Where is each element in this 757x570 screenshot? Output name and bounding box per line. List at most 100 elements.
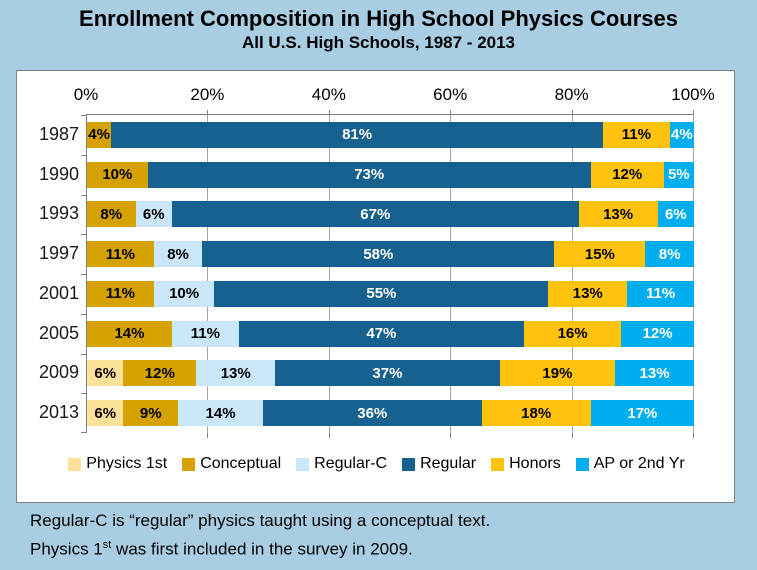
y-axis-category-label: 1990 xyxy=(38,163,79,184)
axis-tick xyxy=(81,354,87,355)
gridline xyxy=(207,115,209,433)
bar-segment: 6% xyxy=(87,360,124,387)
bar-segment-label: 11% xyxy=(105,285,135,303)
bar-segment: 11% xyxy=(87,241,154,268)
bar-segment: 6% xyxy=(657,201,694,228)
bar-segment: 58% xyxy=(202,241,555,268)
bar-segment-label: 10% xyxy=(169,285,200,303)
plot-area: 4% 81% 11% 4% 10% 73% 12% 5% 8% 6% 67% 13% 6% 11% 8% 58… xyxy=(81,110,694,438)
x-axis-tick-label: 80% xyxy=(554,85,589,104)
bar-segment: 16% xyxy=(524,320,622,347)
bar-segment: 4% xyxy=(87,121,112,148)
bar-segment: 37% xyxy=(275,360,500,387)
axis-tick xyxy=(207,110,209,115)
axis-tick xyxy=(81,314,87,315)
bar-segment-label: 58% xyxy=(363,245,394,263)
bar-segment: 12% xyxy=(621,320,694,347)
footnote-line-2: Physics 1st was first included in the su… xyxy=(30,539,413,559)
bar-segment: 4% xyxy=(669,121,694,148)
bar-row: 4% 81% 11% 4% xyxy=(87,121,694,148)
bar-segment-label: 13% xyxy=(603,205,634,223)
bar-segment: 12% xyxy=(590,161,664,188)
axis-tick xyxy=(81,195,87,196)
bar-segment: 9% xyxy=(123,400,179,427)
gridline xyxy=(328,115,330,433)
axis-tick xyxy=(328,110,330,115)
axis-tick xyxy=(81,234,87,235)
bar-segment: 18% xyxy=(481,400,591,427)
bar-row: 10% 73% 12% 5% xyxy=(87,161,694,188)
bar-segment-label: 11% xyxy=(105,245,135,263)
bar-segment-label: 6% xyxy=(664,205,687,223)
bar-segment-label: 13% xyxy=(639,364,670,382)
bar-segment: 8% xyxy=(645,241,694,268)
axis-tick xyxy=(81,393,87,394)
legend-label: Honors xyxy=(509,455,561,472)
bar-segment-label: 12% xyxy=(144,364,175,382)
bar-segment-label: 12% xyxy=(612,166,643,184)
legend-item: Regular xyxy=(402,455,476,473)
bar-segment-label: 37% xyxy=(372,364,403,382)
bar-segment-label: 81% xyxy=(342,126,373,144)
legend-swatch xyxy=(491,457,505,471)
x-axis-tick-label: 20% xyxy=(190,85,225,104)
bar-segment: 10% xyxy=(87,161,148,188)
bar-segment: 13% xyxy=(548,280,628,307)
axis-tick xyxy=(571,433,573,438)
chart-title: Enrollment Composition in High School Ph… xyxy=(79,6,678,31)
legend-label: Conceptual xyxy=(200,455,282,472)
axis-tick xyxy=(207,433,209,438)
bar-segment-label: 16% xyxy=(557,325,588,343)
bar-segment: 81% xyxy=(111,121,603,148)
bar-segment-label: 6% xyxy=(94,364,117,382)
bar-segment: 14% xyxy=(87,320,172,347)
gridline xyxy=(693,115,694,433)
axis-tick xyxy=(81,274,87,275)
bar-segment: 8% xyxy=(153,241,203,268)
bar-segment-label: 55% xyxy=(366,285,397,303)
axis-tick xyxy=(81,155,87,156)
bar-segment-label: 36% xyxy=(357,404,388,422)
gridline xyxy=(450,115,452,433)
bar-row: 11% 8% 58% 15% 8% xyxy=(87,241,694,268)
axis-tick xyxy=(81,432,87,433)
bar-segment-label: 12% xyxy=(642,325,673,343)
bar-segment: 10% xyxy=(153,280,215,307)
legend-item: Physics 1st xyxy=(68,455,167,473)
bar-segment: 11% xyxy=(87,280,154,307)
legend-swatch xyxy=(296,457,310,471)
legend-swatch xyxy=(68,457,82,471)
gridline xyxy=(571,115,573,433)
bar-row: 6% 12% 13% 37% 19% 13% xyxy=(87,360,694,387)
bar-row: 14% 11% 47% 16% 12% xyxy=(87,320,694,347)
bar-row: 11% 10% 55% 13% 11% xyxy=(87,280,694,307)
bar-segment-label: 67% xyxy=(360,205,391,223)
bar-segment: 14% xyxy=(178,400,264,427)
legend-label: Regular-C xyxy=(314,455,388,472)
bar-segment-label: 4% xyxy=(671,126,693,144)
axis-tick xyxy=(328,433,330,438)
chart-subtitle: All U.S. High Schools, 1987 - 2013 xyxy=(241,33,516,52)
y-axis-category-label: 2009 xyxy=(38,362,79,383)
bar-row: 6% 9% 14% 36% 18% 17% xyxy=(87,400,694,427)
legend-label: Regular xyxy=(420,455,477,472)
legend-label: AP or 2nd Yr xyxy=(593,455,685,472)
bar-segment: 11% xyxy=(627,280,694,307)
x-axis-tick-label: 100% xyxy=(671,85,715,104)
footnote: Regular-C is “regular” physics taught us… xyxy=(30,509,730,562)
axis-tick xyxy=(571,110,573,115)
chart-panel: 0% 20% 40% 60% 80% 100% 1987 1990 1993 1997 2001 2… xyxy=(16,70,735,503)
bar-segment-label: 19% xyxy=(542,364,573,382)
bar-segment-label: 5% xyxy=(667,166,690,184)
y-axis-category-label: 1987 xyxy=(38,123,79,144)
legend-swatch xyxy=(182,457,196,471)
bar-segment-label: 17% xyxy=(627,404,658,422)
bar-segment: 13% xyxy=(578,201,658,228)
bar-segment-label: 10% xyxy=(102,166,133,184)
y-axis-category-label: 2001 xyxy=(38,282,79,303)
y-axis-category-label: 2005 xyxy=(38,322,79,343)
bar-segment: 17% xyxy=(590,400,694,427)
bar-segment: 13% xyxy=(615,360,694,387)
bar-segment-label: 4% xyxy=(88,126,110,144)
legend-item: Regular-C xyxy=(296,455,387,473)
